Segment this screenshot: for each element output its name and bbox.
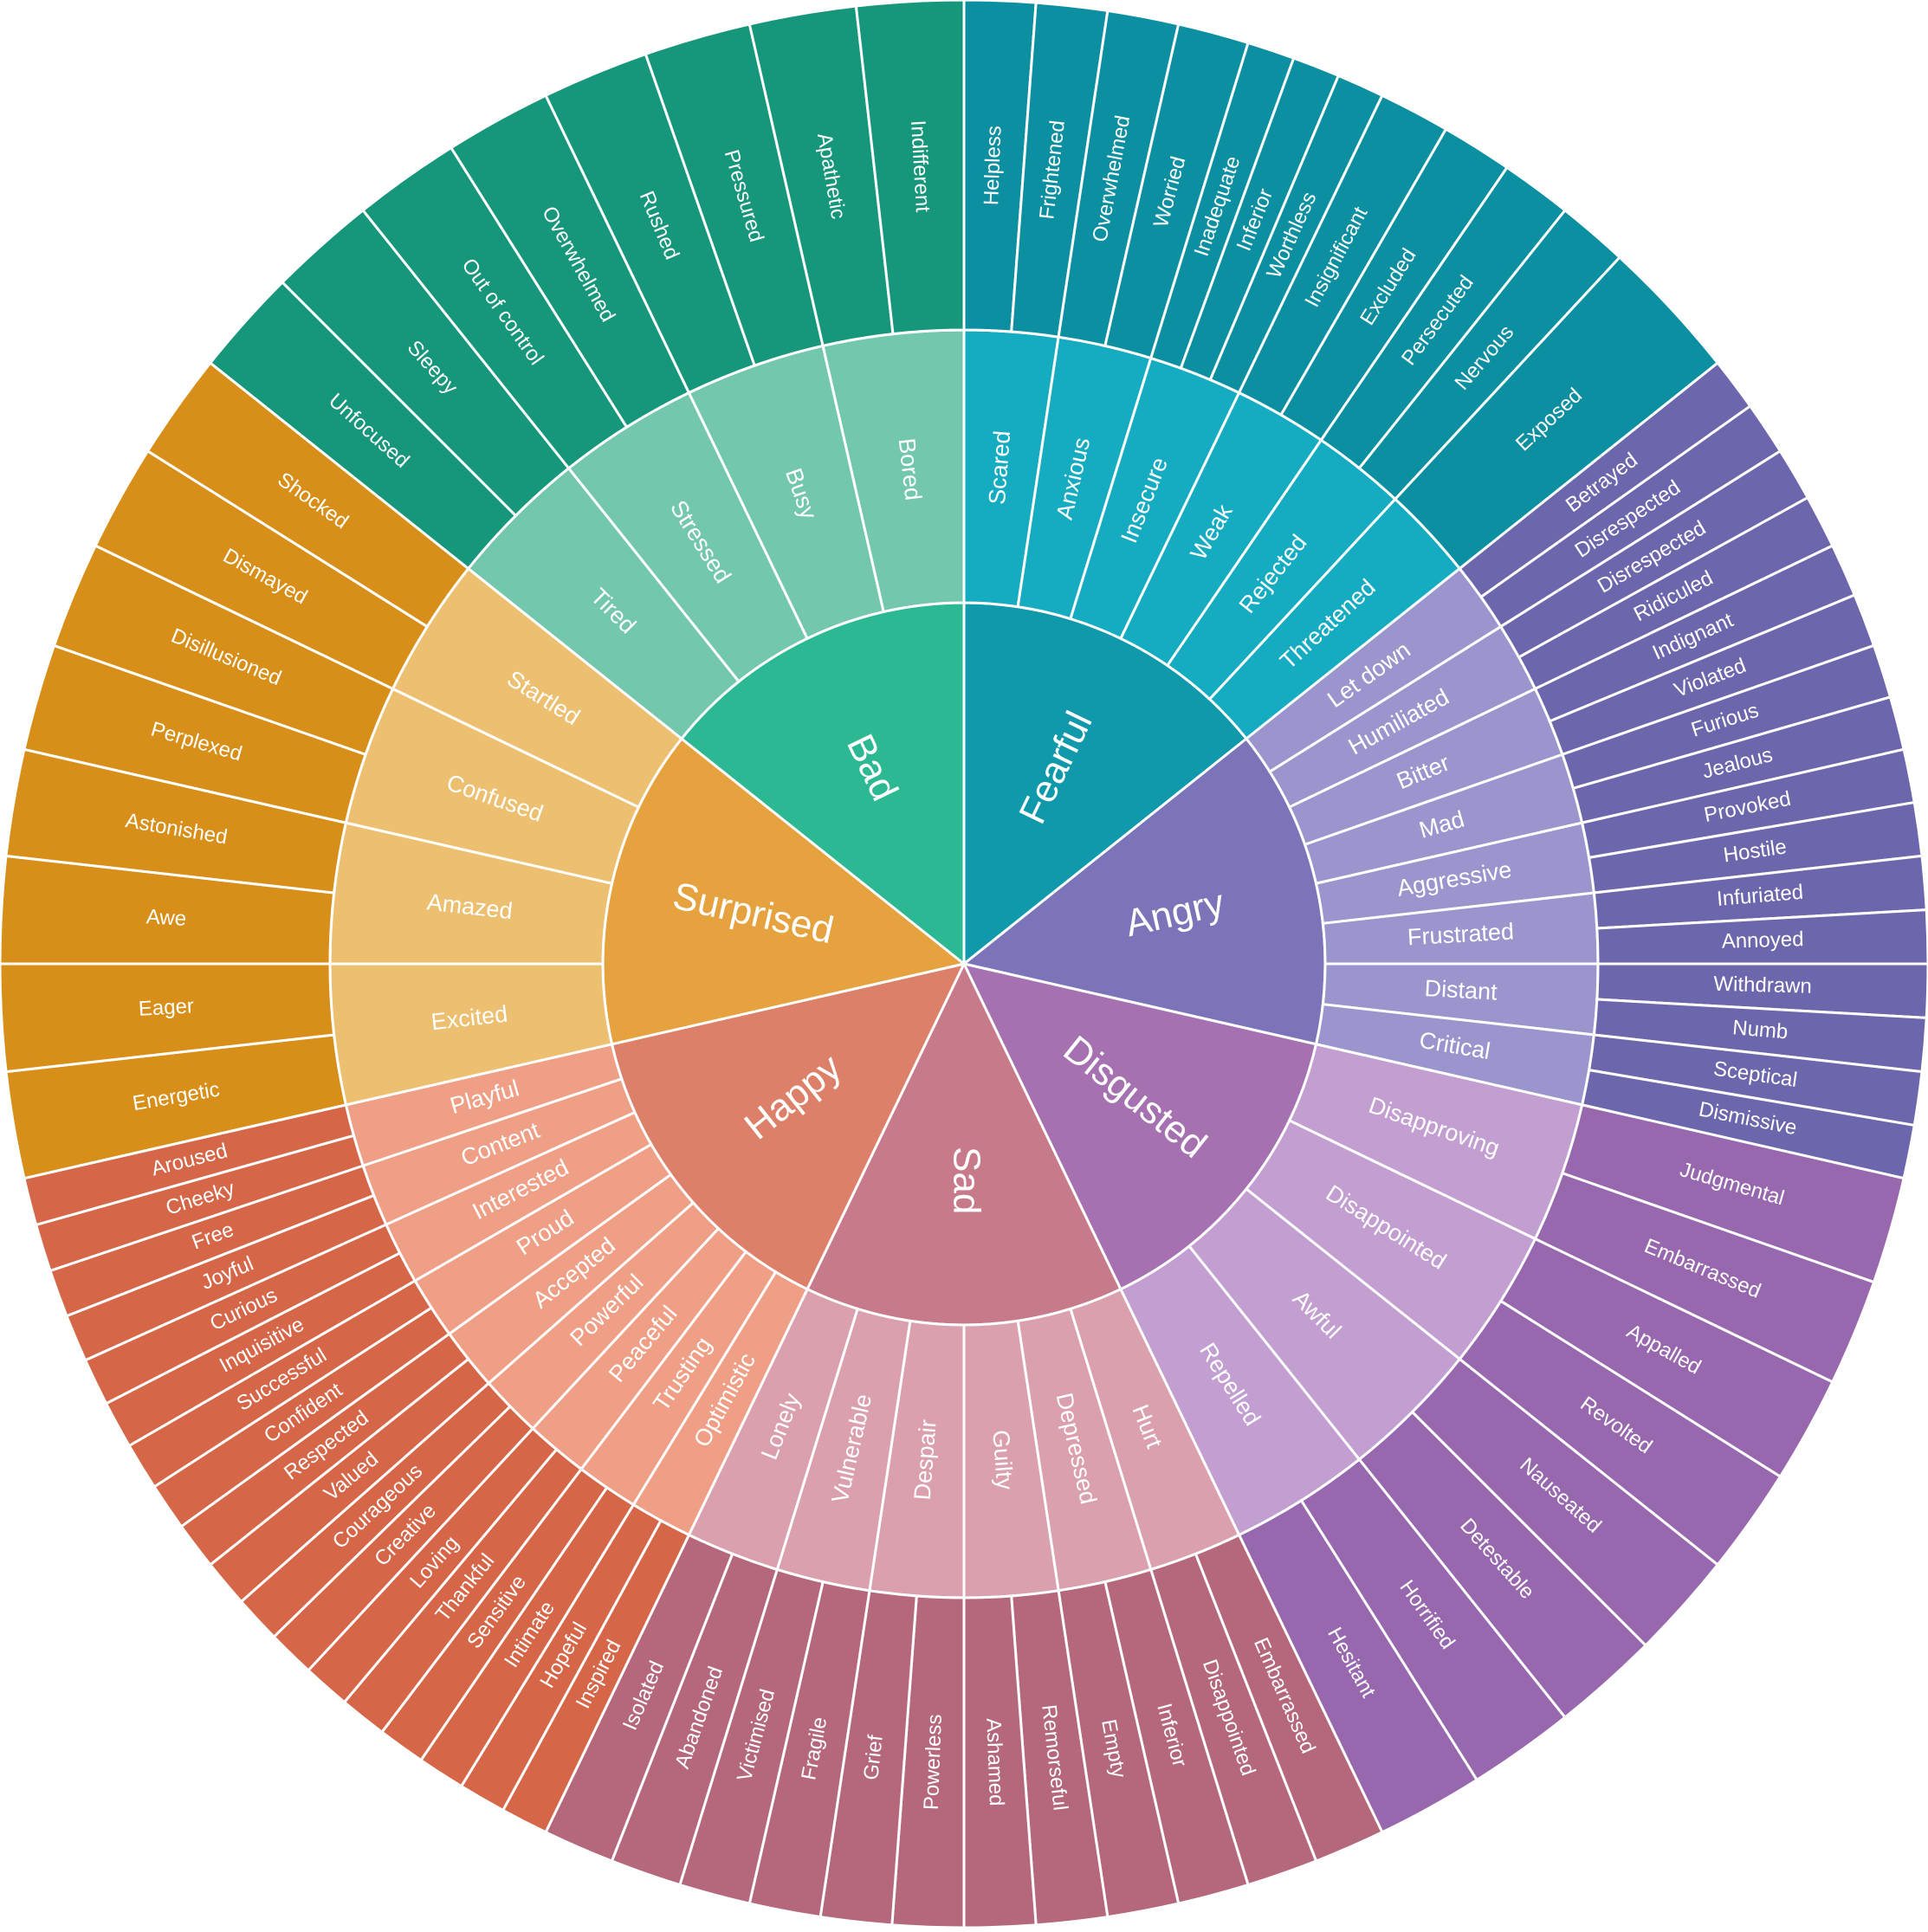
svg-text:Helpless: Helpless bbox=[980, 126, 1006, 206]
svg-text:Withdrawn: Withdrawn bbox=[1713, 972, 1812, 998]
svg-text:Distant: Distant bbox=[1424, 975, 1498, 1005]
svg-text:Powerless: Powerless bbox=[920, 1714, 947, 1811]
svg-text:Sad: Sad bbox=[945, 1147, 987, 1214]
svg-text:Awe: Awe bbox=[146, 905, 187, 931]
svg-text:Guilty: Guilty bbox=[987, 1429, 1018, 1491]
svg-text:Numb: Numb bbox=[1731, 1016, 1789, 1044]
svg-text:Scared: Scared bbox=[984, 430, 1015, 506]
svg-text:Ashamed: Ashamed bbox=[981, 1718, 1008, 1806]
svg-text:Annoyed: Annoyed bbox=[1721, 927, 1803, 953]
svg-text:Eager: Eager bbox=[138, 994, 194, 1021]
